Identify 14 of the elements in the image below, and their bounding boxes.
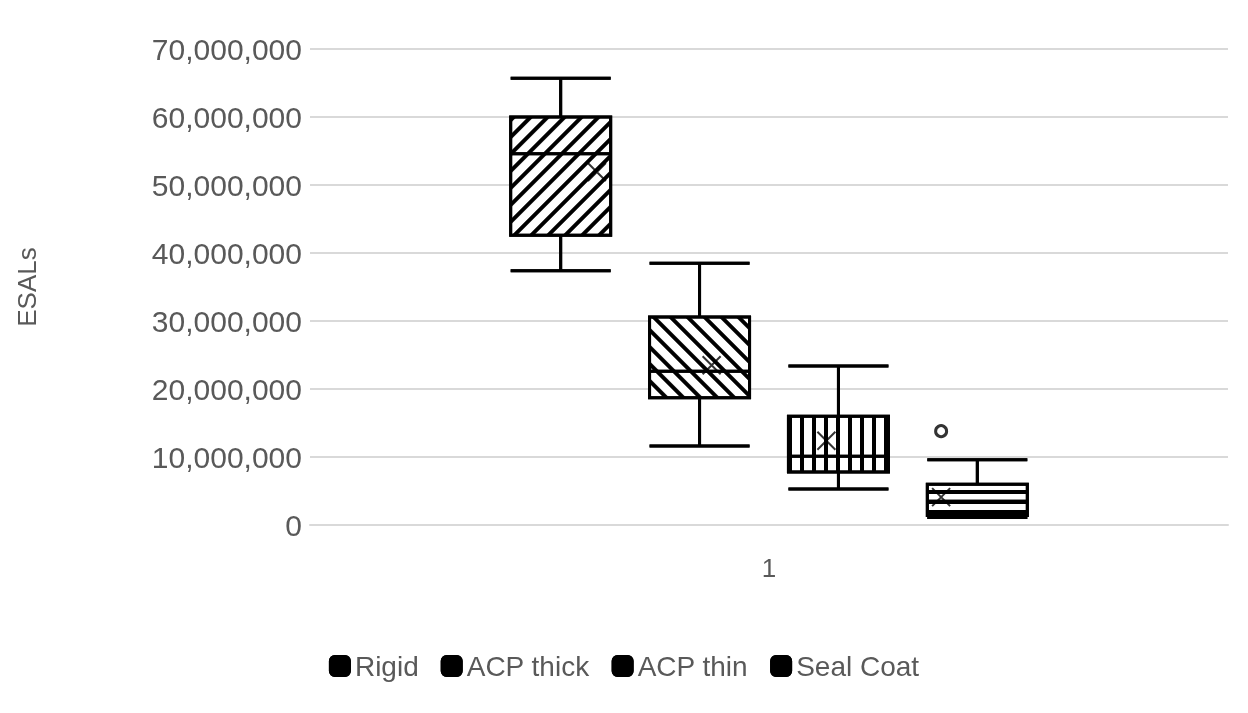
y-tick-label: 50,000,000 [151, 168, 302, 202]
legend-label: Seal Coat [796, 650, 920, 682]
y-tick-label: 30,000,000 [151, 304, 302, 338]
x-tick-label: 1 [761, 553, 777, 583]
legend-label: Rigid [354, 650, 419, 682]
y-tick-label: 10,000,000 [151, 440, 302, 474]
y-axis-title: ESALs [12, 247, 42, 327]
y-tick-label: 0 [285, 508, 302, 542]
y-tick-label: 70,000,000 [151, 32, 302, 66]
legend-label: ACP thin [637, 650, 748, 682]
legend-label: ACP thick [466, 650, 591, 682]
y-tick-label: 20,000,000 [151, 372, 302, 406]
y-tick-label: 40,000,000 [151, 236, 302, 270]
y-tick-label: 60,000,000 [151, 100, 302, 134]
